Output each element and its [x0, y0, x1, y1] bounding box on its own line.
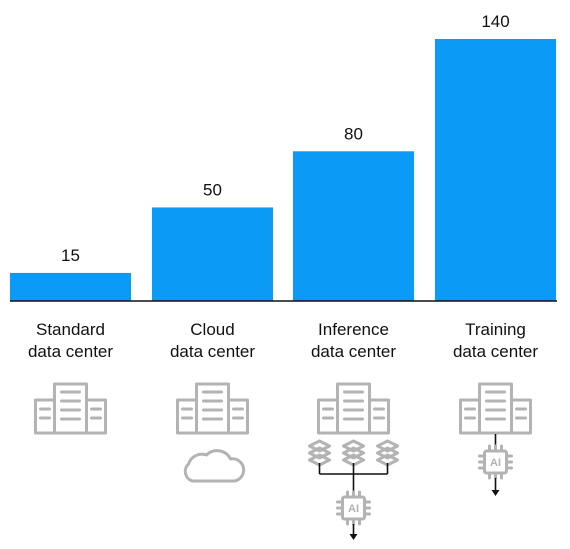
- building-icon: [34, 382, 107, 435]
- ai-chip-icon: AI: [478, 444, 513, 480]
- bar-3: [293, 151, 414, 301]
- category-label-2-line-2: data center: [170, 342, 255, 361]
- layers-icon: [308, 439, 331, 467]
- arrow-down-icon: [349, 524, 358, 540]
- data-label-2: 50: [203, 180, 222, 199]
- cloud-icon: [183, 449, 246, 483]
- bar-4: [435, 39, 556, 301]
- building-icon: [459, 382, 532, 435]
- category-label-4-line-1: Training: [465, 320, 526, 339]
- building-icon: [317, 382, 390, 435]
- data-label-3: 80: [344, 124, 363, 143]
- arrow-down-icon: [491, 478, 500, 496]
- category-labels-group: Standard data center Cloud data center Infer…: [28, 320, 538, 361]
- data-label-1: 15: [61, 246, 80, 265]
- connector-lines: [318, 463, 389, 492]
- layers-icon: [342, 439, 365, 467]
- category-label-3-line-1: Inference: [318, 320, 389, 339]
- bar-2: [152, 207, 273, 301]
- bar-1: [10, 272, 131, 301]
- data-label-4: 140: [481, 12, 509, 31]
- category-label-3-line-2: data center: [311, 342, 396, 361]
- category-label-2-line-1: Cloud: [190, 320, 234, 339]
- ai-chip-label: AI: [348, 503, 359, 515]
- icons-group: AI AI: [34, 382, 532, 540]
- ai-chip-icon: AI: [336, 490, 371, 526]
- building-icon: [176, 382, 249, 435]
- category-label-1-line-1: Standard: [36, 320, 105, 339]
- bars-group: [10, 39, 556, 301]
- ai-chip-label: AI: [490, 457, 501, 469]
- category-label-4-line-2: data center: [453, 342, 538, 361]
- category-label-1-line-2: data center: [28, 342, 113, 361]
- value-labels-group: 15 50 80 140: [61, 12, 510, 265]
- layers-icon: [376, 439, 399, 467]
